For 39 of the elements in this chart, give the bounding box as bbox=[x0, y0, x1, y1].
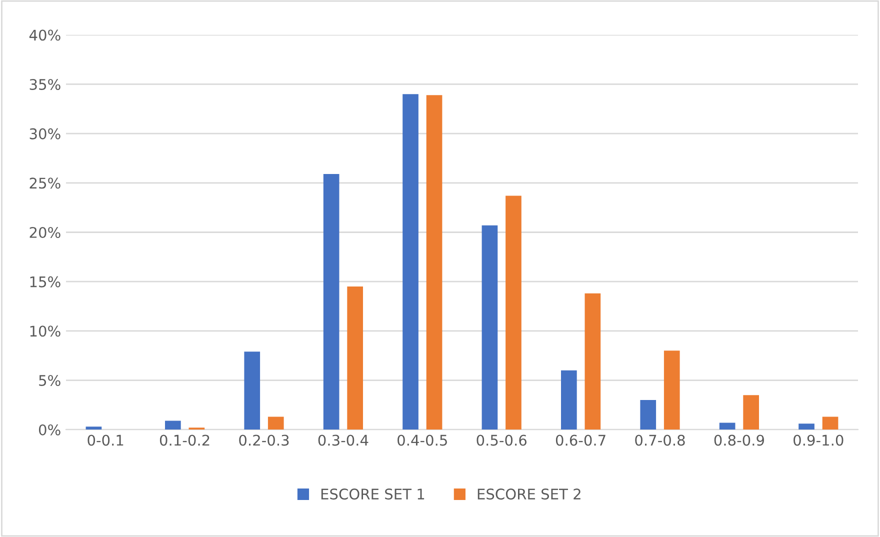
bar bbox=[482, 225, 498, 430]
bar bbox=[268, 416, 284, 430]
bar bbox=[719, 422, 736, 430]
bar bbox=[798, 424, 814, 430]
y-tick-label: 25% bbox=[30, 178, 60, 189]
x-tick-label: 0.3-0.4 bbox=[318, 434, 368, 446]
y-tick-label: 35% bbox=[30, 78, 60, 90]
bar bbox=[426, 95, 442, 430]
y-tick-label: 20% bbox=[30, 226, 60, 238]
x-tick-label: 0.7-0.8 bbox=[635, 434, 685, 446]
bar bbox=[584, 293, 601, 430]
bar bbox=[561, 370, 577, 430]
y-tick-label: 30% bbox=[30, 128, 60, 140]
x-tick-label: 0.2-0.3 bbox=[239, 434, 289, 446]
bar bbox=[506, 196, 522, 430]
bar bbox=[165, 420, 181, 430]
bar bbox=[822, 416, 838, 430]
x-tick-label: 0.1-0.2 bbox=[160, 434, 210, 446]
x-tick-label: 0.4-0.5 bbox=[398, 434, 447, 446]
legend-label: ESCORE SET 2 bbox=[478, 488, 580, 500]
x-tick-label: 0.8-0.9 bbox=[714, 434, 764, 446]
x-tick-label: 0.9-1.0 bbox=[794, 434, 844, 446]
bar bbox=[244, 352, 260, 430]
y-tick-label: 15% bbox=[30, 276, 60, 288]
bar bbox=[640, 400, 656, 430]
y-tick-label: 5% bbox=[39, 374, 60, 386]
bar bbox=[743, 395, 759, 430]
legend-label: ESCORE SET 1 bbox=[321, 488, 424, 500]
bar bbox=[664, 350, 680, 430]
bar bbox=[86, 426, 102, 430]
bar bbox=[347, 286, 363, 430]
bar bbox=[402, 94, 418, 430]
x-tick-label: 0.6-0.7 bbox=[556, 434, 606, 446]
y-tick-label: 10% bbox=[30, 326, 60, 337]
y-tick-label: 0% bbox=[38, 424, 60, 436]
bar bbox=[323, 174, 340, 430]
x-tick-label: 0-0.1 bbox=[88, 434, 124, 446]
x-tick-label: 0.5-0.6 bbox=[476, 434, 527, 446]
y-tick-label: 40% bbox=[29, 30, 60, 41]
